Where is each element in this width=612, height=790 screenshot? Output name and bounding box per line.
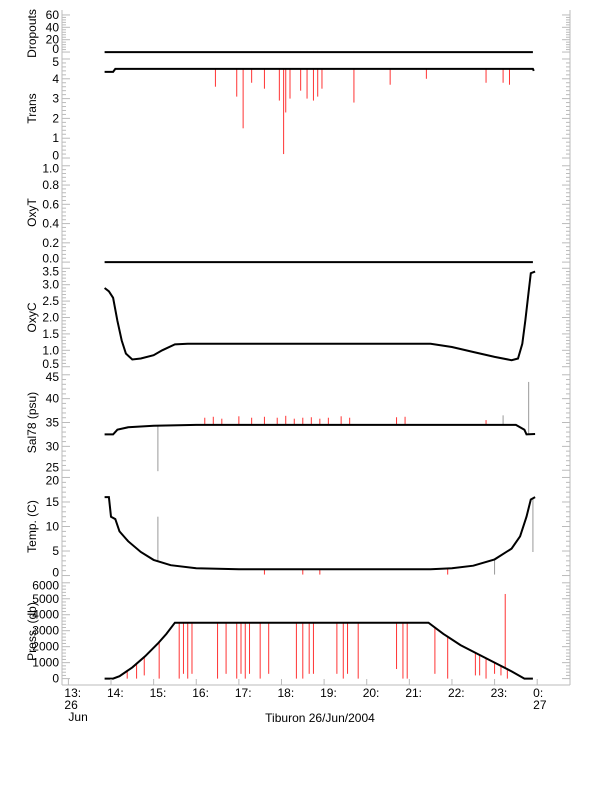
y-tick-label: 20 xyxy=(46,33,60,47)
series-line-temp xyxy=(104,496,536,571)
y-tick-label: 4 xyxy=(52,72,59,86)
x-tick-date: 26 xyxy=(64,698,78,712)
y-tick-label: 0.5 xyxy=(42,357,59,371)
x-tick-label: 16: xyxy=(192,686,209,700)
x-tick-label: 19: xyxy=(320,686,337,700)
y-tick-label: 40 xyxy=(46,20,60,34)
y-axis-title: Temp. (C) xyxy=(25,500,39,553)
series-line-sal78 xyxy=(104,423,536,436)
x-tick-label: 22: xyxy=(448,686,465,700)
y-axis-title: Sal78 (psu) xyxy=(25,392,39,453)
series-line-trans xyxy=(104,67,535,73)
y-tick-label: 2.5 xyxy=(42,294,59,308)
x-tick-label: 15: xyxy=(150,686,167,700)
x-tick-label: 18: xyxy=(277,686,294,700)
y-tick-label: 0.8 xyxy=(42,178,59,192)
y-tick-label: 60 xyxy=(46,8,60,22)
y-tick-label: 0.2 xyxy=(42,236,59,250)
x-tick-label: 0: xyxy=(533,686,543,700)
y-tick-label: 15 xyxy=(46,495,60,509)
panel-sal78: 25 30 35 40 45 Sal78 (psu) xyxy=(25,370,571,475)
y-tick-label: 2 xyxy=(52,111,59,125)
y-tick-label: 30 xyxy=(46,439,60,453)
x-tick-month: Jun xyxy=(68,710,87,724)
y-tick-label: 0 xyxy=(52,566,59,580)
y-tick-label: 10 xyxy=(46,520,60,534)
y-tick-label: 45 xyxy=(46,370,60,384)
y-tick-label: 2000 xyxy=(32,640,59,654)
y-tick-label: 0 xyxy=(52,672,59,686)
y-tick-label: 0.6 xyxy=(42,197,59,211)
y-axis-title: OxyT xyxy=(25,198,39,227)
y-tick-label: 25 xyxy=(46,460,60,474)
panel-oxyc: 0.51.0 1.5 2.0 2.5 3.03.5 OxyC xyxy=(25,265,571,371)
y-tick-label: 3.0 xyxy=(42,278,59,292)
y-axis-title: OxyC xyxy=(25,302,39,332)
panel-trans: 0 1 2 3 4 5 Trans xyxy=(25,55,571,162)
y-tick-label: 3000 xyxy=(32,624,59,638)
y-tick-label: 0 xyxy=(52,148,59,162)
y-tick-label: 5 xyxy=(52,544,59,558)
y-tick-label: 3 xyxy=(52,92,59,106)
y-tick-label: 1000 xyxy=(32,656,59,670)
panel-temp: 0 5 10 15 20 Temp. (C) xyxy=(25,473,571,580)
y-tick-label: 0.4 xyxy=(42,217,59,231)
x-axis-title: Tiburon 26/Jun/2004 xyxy=(265,711,375,725)
y-tick-label: 40 xyxy=(46,392,60,406)
y-tick-label: 6000 xyxy=(32,579,59,593)
x-tick-label: 14: xyxy=(107,686,124,700)
x-tick-label: 17: xyxy=(235,686,252,700)
series-line-press xyxy=(104,621,533,680)
y-tick-label: 4000 xyxy=(32,608,59,622)
y-tick-label: 5000 xyxy=(32,592,59,606)
y-axis-title: Trans xyxy=(25,93,39,123)
y-tick-label: 1.5 xyxy=(42,327,59,341)
y-tick-label: 0 xyxy=(52,42,59,56)
series-line-oxyc xyxy=(103,270,536,362)
y-tick-label: 5 xyxy=(52,55,59,69)
x-tick-label: 21: xyxy=(405,686,422,700)
y-tick-label: 3.5 xyxy=(42,265,59,279)
x-tick-label: 20: xyxy=(363,686,380,700)
y-tick-label: 20 xyxy=(46,473,60,487)
x-tick-label: 23: xyxy=(491,686,508,700)
x-tick-label: 13: xyxy=(64,686,81,700)
y-tick-label: 35 xyxy=(46,416,60,430)
y-tick-label: 0.0 xyxy=(42,252,59,266)
y-tick-label: 1 xyxy=(52,131,59,145)
x-tick-date: 27 xyxy=(533,698,547,712)
y-axis-title: Dropouts xyxy=(25,9,39,58)
y-axis-title: Press. (db) xyxy=(25,602,39,661)
y-tick-label: 2.0 xyxy=(42,311,59,325)
y-tick-label: 1.0 xyxy=(42,343,59,357)
panel-oxyt: 0.0 0.2 0.4 0.6 0.8 1.0 OxyT xyxy=(25,160,571,266)
y-tick-label: 1.0 xyxy=(42,161,59,175)
